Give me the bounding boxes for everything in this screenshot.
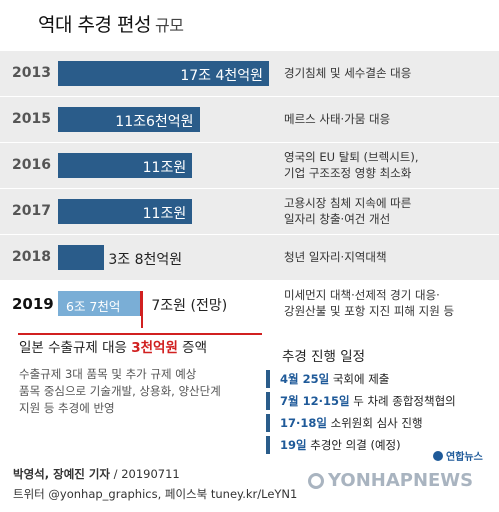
data-label: 17조 4천억원 — [180, 68, 264, 84]
tick-label-year: 2016 — [12, 157, 51, 173]
description-line: 강원산불 및 포항 지진 피해 지원 등 — [284, 304, 455, 318]
data-label: 3조 8천억원 — [108, 252, 183, 268]
tick-label-year: 2017 — [12, 203, 51, 219]
description-line: 영국의 EU 탈퇴 (브렉시트), — [284, 150, 419, 164]
callout-box: 일본 수출규제 대응 3천억원 증액 수출규제 3대 품목 및 추가 규제 예상… — [19, 336, 262, 450]
row-description: 경기침체 및 세수결손 대응 — [284, 65, 411, 81]
chart-title: 역대 추경 편성 규모 — [38, 10, 184, 37]
bar — [58, 61, 270, 86]
row-description: 미세먼지 대책·선제적 경기 대응· 강원산불 및 포항 지진 피해 지원 등 — [284, 287, 454, 319]
callout-title: 일본 수출규제 대응 3천억원 증액 — [19, 340, 208, 356]
description-line: 기업 구조조정 영향 최소화 — [284, 166, 412, 180]
schedule-item: 17·18일 소위원회 심사 진행 — [266, 414, 423, 432]
bar — [58, 199, 193, 224]
yonhap-watermark: YONHAPNEWS — [308, 470, 473, 491]
row-description: 영국의 EU 탈퇴 (브렉시트), 기업 구조조정 영향 최소화 — [284, 149, 419, 181]
description-line: 미세먼지 대책·선제적 경기 대응· — [284, 288, 440, 302]
title-main: 역대 추경 편성 — [38, 14, 151, 36]
schedule-title: 추경 진행 일정 — [282, 349, 366, 365]
description-line: 청년 일자리·지역대책 — [284, 250, 387, 264]
social-line: 트위터 @yonhap_graphics, 페이스북 tuney.kr/LeYN… — [13, 487, 298, 501]
description-line: 일자리 창출·여건 개선 — [284, 212, 391, 226]
schedule-item: 4월 25일 국회에 제출 — [266, 370, 389, 388]
callout-line-3: 지원 등 추경에 반영 — [19, 401, 115, 415]
bar — [58, 107, 200, 132]
callout-line-1: 수출규제 3대 품목 및 추가 규제 예상 — [19, 367, 197, 381]
credit-line: 박영석, 장예진 기자 / 20190711 — [13, 467, 180, 481]
yonhap-logo-small: 연합뉴스 — [433, 448, 483, 463]
bar-2019-addition — [139, 291, 144, 316]
bar-2019-base — [58, 291, 140, 316]
schedule-item: 19일 추경안 의결 (예정) — [266, 436, 401, 454]
data-label: 11조원 — [142, 160, 187, 176]
callout-amount: 3천억원 — [131, 340, 178, 356]
data-label-2019-base: 6조 7천억 — [66, 299, 121, 314]
bar — [58, 245, 105, 270]
description-line: 메르스 사태·가뭄 대응 — [284, 112, 391, 126]
yonhap-watermark-icon — [308, 473, 324, 489]
data-label: 7조원 (전망) — [151, 298, 228, 314]
description-line: 고용시장 침체 지속에 따른 — [284, 196, 412, 210]
data-label: 11조원 — [142, 206, 187, 222]
callout-connector — [140, 316, 143, 328]
tick-label-year: 2018 — [12, 249, 51, 265]
title-sub: 규모 — [154, 16, 184, 35]
callout-border — [18, 333, 262, 453]
tick-label-year: 2019 — [12, 295, 54, 313]
data-label: 11조6천억원 — [115, 114, 194, 130]
tick-label-year: 2013 — [12, 65, 51, 81]
schedule-item: 7월 12·15일 두 차례 종합정책협의 — [266, 392, 456, 410]
callout-line-2: 품목 중심으로 기술개발, 상용화, 양산단계 — [19, 384, 221, 398]
yonhap-globe-icon — [433, 451, 443, 461]
row-description: 청년 일자리·지역대책 — [284, 249, 387, 265]
row-description: 메르스 사태·가뭄 대응 — [284, 111, 390, 127]
bar — [58, 153, 193, 178]
tick-label-year: 2015 — [12, 111, 51, 127]
description-line: 경기침체 및 세수결손 대응 — [284, 66, 412, 80]
spacer — [286, 286, 287, 287]
